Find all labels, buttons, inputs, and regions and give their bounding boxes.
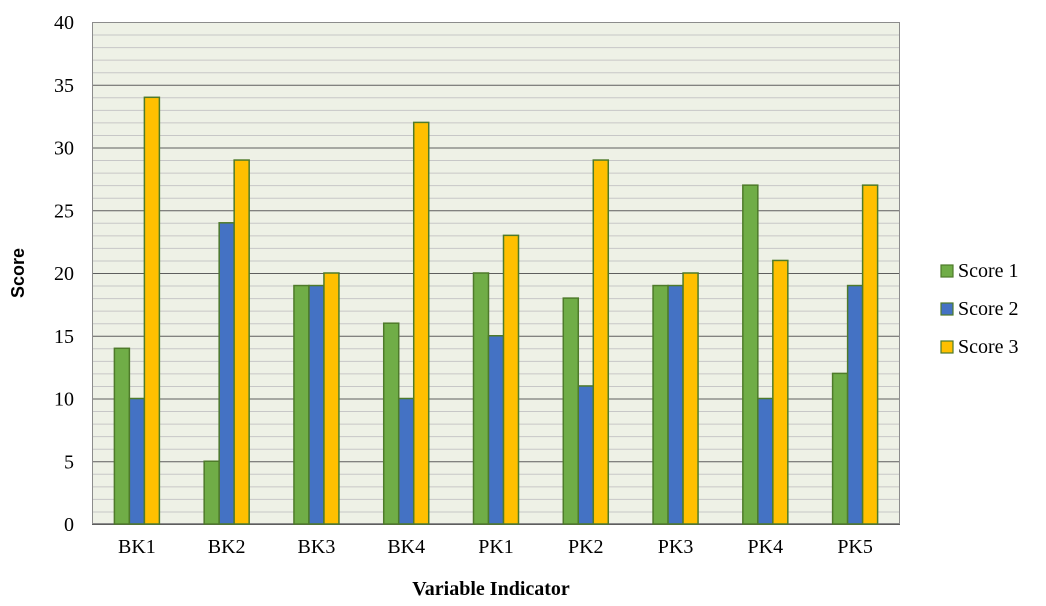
bar — [113, 347, 131, 525]
y-tick-label: 20 — [54, 263, 74, 285]
bar — [772, 259, 789, 525]
x-axis-ticks: BK1 BK2 BK3 BK4 PK1 PK2 PK3 PK4 PK5 — [118, 536, 873, 558]
bar — [742, 184, 759, 525]
bar — [846, 284, 864, 525]
y-tick-label: 10 — [54, 389, 74, 411]
y-tick-label: 0 — [64, 514, 74, 536]
bar — [143, 96, 161, 525]
y-tick-label: 35 — [54, 75, 74, 97]
y-tick-label: 25 — [54, 200, 74, 222]
x-tick-label: BK1 — [118, 536, 156, 558]
bar — [562, 297, 580, 525]
bar — [323, 272, 340, 525]
x-tick-label: BK4 — [387, 536, 425, 558]
bar — [382, 322, 400, 525]
legend-swatch — [940, 302, 954, 316]
bar — [577, 385, 595, 525]
x-axis-title: Variable Indicator — [412, 578, 570, 600]
y-axis-title: Score — [8, 248, 28, 298]
bar — [128, 397, 146, 525]
bar — [218, 222, 235, 525]
bar — [652, 284, 669, 525]
bar — [397, 397, 415, 525]
legend: Score 1 Score 2 Score 3 — [940, 260, 1019, 358]
legend-label: Score 1 — [958, 260, 1019, 282]
bar — [831, 372, 849, 525]
legend-swatch — [940, 264, 954, 278]
bar — [667, 284, 684, 525]
bar — [757, 397, 774, 525]
y-tick-label: 15 — [54, 326, 74, 348]
bar — [233, 159, 250, 525]
bar — [308, 284, 325, 525]
x-tick-label: PK5 — [837, 536, 873, 558]
y-tick-label: 30 — [54, 138, 74, 160]
x-tick-label: PK2 — [568, 536, 604, 558]
bar — [487, 335, 505, 525]
bar — [592, 159, 610, 525]
x-tick-label: BK3 — [298, 536, 336, 558]
y-tick-label: 5 — [64, 451, 74, 473]
bar — [472, 272, 490, 525]
legend-label: Score 3 — [958, 336, 1019, 358]
bar — [502, 234, 520, 525]
bar — [682, 272, 699, 525]
bar — [293, 284, 310, 525]
bar — [861, 184, 879, 525]
bar — [412, 121, 430, 525]
legend-label: Score 2 — [958, 298, 1019, 320]
x-tick-label: PK3 — [658, 536, 694, 558]
bar — [203, 460, 220, 525]
bars — [113, 96, 879, 525]
x-tick-label: PK4 — [748, 536, 784, 558]
legend-swatch — [940, 340, 954, 354]
x-tick-label: PK1 — [478, 536, 514, 558]
y-axis-ticks: 0 5 10 15 20 25 30 35 40 — [54, 12, 74, 536]
y-tick-label: 40 — [54, 12, 74, 34]
x-tick-label: BK2 — [208, 536, 246, 558]
